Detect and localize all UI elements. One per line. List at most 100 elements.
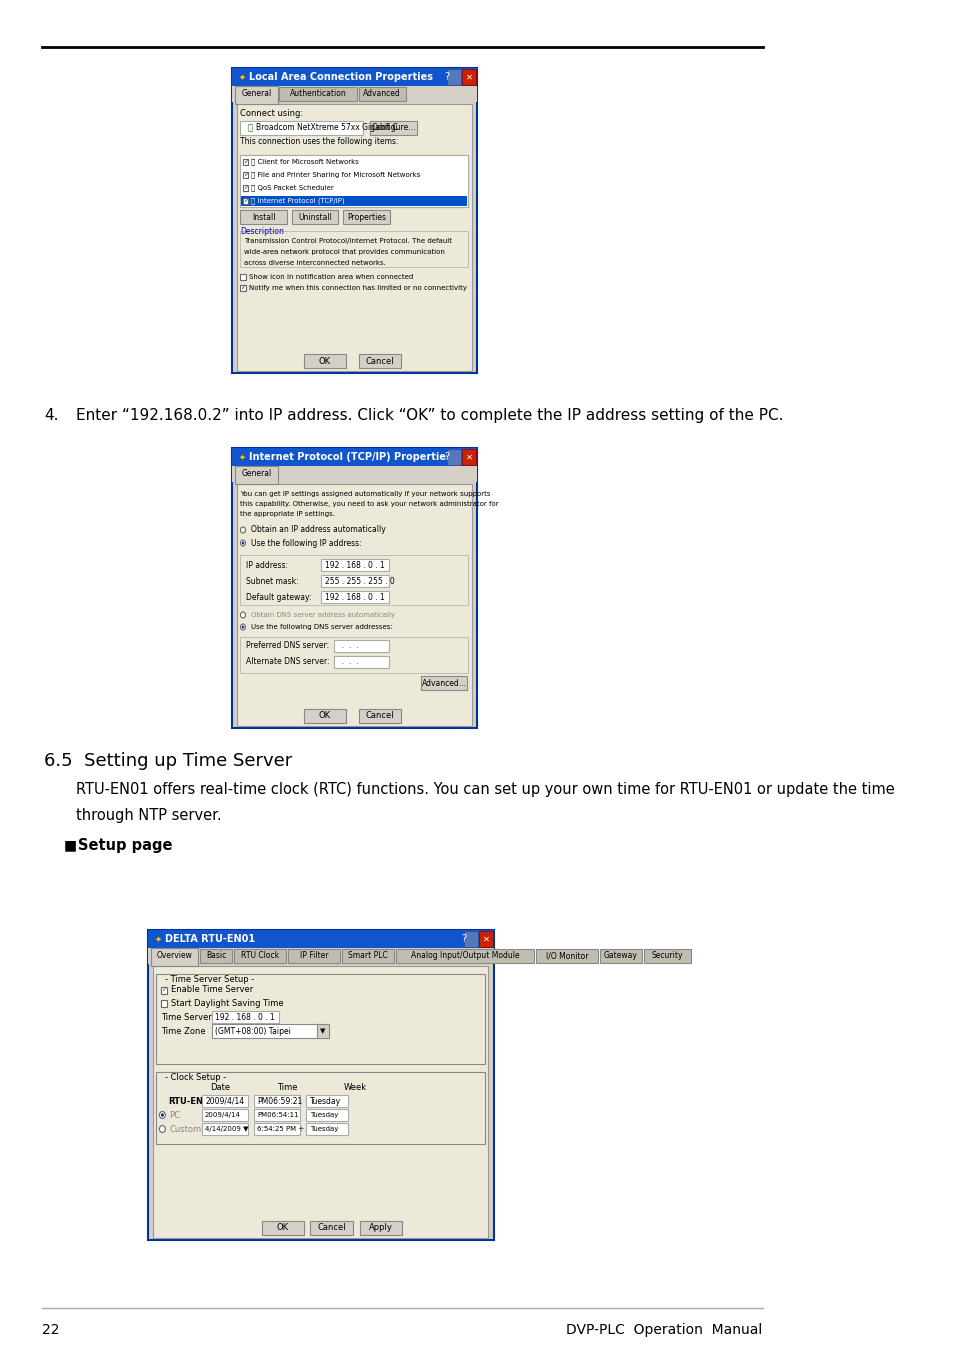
Circle shape	[241, 625, 244, 629]
Bar	[240, 122, 362, 135]
Text: ✓: ✓	[161, 987, 167, 992]
Text: ?: ?	[444, 452, 449, 462]
Text: ?: ?	[444, 72, 449, 82]
Bar	[240, 555, 468, 605]
Text: DVP-PLC  Operation  Manual: DVP-PLC Operation Manual	[566, 1323, 761, 1336]
Text: Configure...: Configure...	[371, 123, 416, 132]
Bar	[233, 949, 286, 963]
Bar	[358, 709, 400, 724]
Text: Setup page: Setup page	[78, 838, 172, 853]
Bar	[536, 949, 598, 963]
Text: Analog Input/Output Module: Analog Input/Output Module	[410, 952, 518, 960]
Text: Cancel: Cancel	[365, 711, 394, 721]
Text: 📦 Client for Microsoft Networks: 📦 Client for Microsoft Networks	[252, 158, 359, 165]
Bar	[151, 948, 198, 967]
Bar	[261, 1220, 303, 1235]
Text: through NTP server.: through NTP server.	[76, 809, 221, 824]
Text: Tuesday: Tuesday	[310, 1112, 337, 1118]
Text: ✕: ✕	[482, 934, 489, 944]
Text: PM06:54:11: PM06:54:11	[257, 1112, 298, 1118]
Text: ✓: ✓	[240, 285, 245, 290]
Text: Cancel: Cancel	[317, 1223, 346, 1233]
Text: Subnet mask:: Subnet mask:	[245, 576, 298, 586]
Bar	[462, 450, 476, 464]
Bar	[303, 354, 346, 369]
Text: Description: Description	[240, 227, 284, 235]
Text: Time: Time	[277, 1083, 297, 1092]
Text: Smart PLC: Smart PLC	[348, 952, 387, 960]
Circle shape	[241, 541, 244, 544]
Text: ✓: ✓	[243, 159, 248, 163]
Bar	[156, 973, 484, 1064]
Text: across diverse interconnected networks.: across diverse interconnected networks.	[244, 261, 385, 266]
Text: 22: 22	[42, 1323, 60, 1336]
Text: RTU-EN01: RTU-EN01	[168, 1096, 214, 1106]
Circle shape	[161, 1114, 164, 1116]
Text: ✓: ✓	[243, 198, 248, 202]
Text: ?: ?	[461, 934, 466, 944]
Bar	[201, 1123, 248, 1135]
Bar	[148, 930, 493, 948]
Bar	[253, 1095, 300, 1107]
Text: Obtain an IP address automatically: Obtain an IP address automatically	[251, 525, 385, 535]
Bar	[395, 949, 534, 963]
Text: 6:54:25 PM ÷: 6:54:25 PM ÷	[257, 1126, 304, 1133]
Bar	[279, 86, 356, 101]
Text: Broadcom NetXtreme 57xx Gigabit C: Broadcom NetXtreme 57xx Gigabit C	[255, 123, 397, 132]
Text: 4.: 4.	[44, 408, 58, 423]
Text: ▼: ▼	[320, 1027, 326, 1034]
Bar	[306, 1123, 348, 1135]
Bar	[334, 640, 389, 652]
Text: ✓: ✓	[243, 185, 248, 190]
Bar	[321, 591, 389, 603]
Text: 📦 QoS Packet Scheduler: 📦 QoS Packet Scheduler	[252, 184, 334, 190]
Bar	[240, 274, 245, 279]
Text: Advanced: Advanced	[363, 89, 400, 99]
Text: PC: PC	[170, 1111, 180, 1119]
Text: Custom: Custom	[170, 1125, 201, 1134]
Text: .  .  .: . . .	[337, 657, 358, 667]
Circle shape	[240, 612, 245, 618]
Circle shape	[240, 624, 245, 630]
Text: ✕: ✕	[465, 452, 472, 462]
Text: Apply: Apply	[369, 1223, 393, 1233]
Text: ✓: ✓	[243, 171, 248, 177]
Bar	[240, 637, 468, 674]
Bar	[360, 1220, 402, 1235]
Text: DELTA RTU-EN01: DELTA RTU-EN01	[164, 934, 254, 944]
Text: Time Zone: Time Zone	[161, 1026, 206, 1035]
Text: IP Filter: IP Filter	[299, 952, 328, 960]
Bar	[236, 104, 471, 371]
Bar	[243, 197, 248, 204]
Text: 192 . 168 . 0 . 1: 192 . 168 . 0 . 1	[324, 560, 384, 570]
Bar	[240, 155, 468, 207]
Text: 2009/4/14: 2009/4/14	[205, 1096, 244, 1106]
Text: .  .  .: . . .	[337, 641, 358, 651]
Text: Tuesday: Tuesday	[310, 1126, 337, 1133]
Bar	[243, 158, 248, 165]
Bar	[201, 1108, 248, 1120]
Text: Properties: Properties	[347, 212, 386, 221]
Text: You can get IP settings assigned automatically if your network supports: You can get IP settings assigned automat…	[240, 491, 491, 497]
Text: 4/14/2009 ▼: 4/14/2009 ▼	[205, 1126, 248, 1133]
Text: 🌐 Internet Protocol (TCP/IP): 🌐 Internet Protocol (TCP/IP)	[252, 197, 345, 204]
Text: 6.5  Setting up Time Server: 6.5 Setting up Time Server	[44, 752, 292, 769]
Bar	[243, 171, 248, 177]
Text: Alternate DNS server:: Alternate DNS server:	[245, 657, 329, 667]
Bar	[152, 967, 488, 1238]
Bar	[240, 285, 245, 292]
Text: RTU-EN01 offers real-time clock (RTC) functions. You can set up your own time fo: RTU-EN01 offers real-time clock (RTC) fu…	[76, 782, 894, 796]
Bar	[235, 466, 277, 485]
Text: Overview: Overview	[156, 952, 193, 960]
Text: the appropriate IP settings.: the appropriate IP settings.	[240, 512, 335, 517]
Bar	[288, 949, 339, 963]
Bar	[310, 1220, 353, 1235]
Bar	[306, 1095, 348, 1107]
Bar	[253, 1123, 300, 1135]
Text: Preferred DNS server:: Preferred DNS server:	[245, 641, 328, 651]
Text: RTU Clock: RTU Clock	[240, 952, 278, 960]
Bar	[212, 1011, 279, 1023]
Text: Show icon in notification area when connected: Show icon in notification area when conn…	[249, 274, 413, 279]
Text: PM06:59:21: PM06:59:21	[257, 1096, 302, 1106]
Bar	[253, 1108, 300, 1120]
